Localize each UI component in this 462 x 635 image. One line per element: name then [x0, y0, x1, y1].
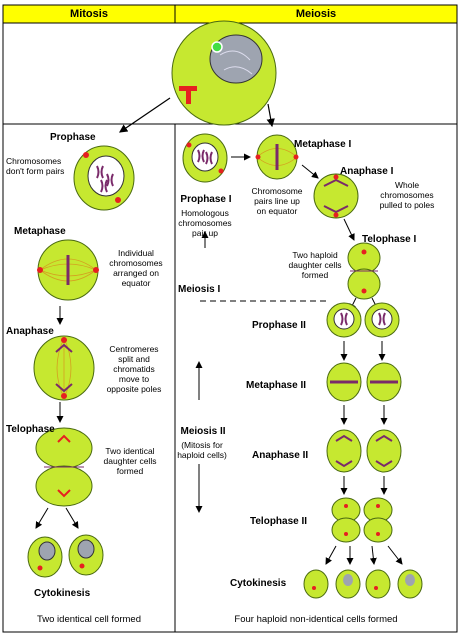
parent-cell	[171, 20, 277, 126]
mitosis-anaphase-note: Centromeres split and chromatids move to opp…	[106, 344, 162, 394]
meiosis-metaphase1-title: Metaphase I	[294, 139, 352, 150]
arrow-telo2-cyto-4	[387, 545, 403, 565]
meiosis-metaphase2-cells	[326, 362, 402, 402]
meiosis-anaphase2-cells	[326, 429, 402, 473]
meiosis-result: Four haploid non-identical cells formed	[234, 614, 398, 625]
mitosis-metaphase-note: Individual chromosomes arranged on equator	[109, 248, 163, 288]
meiosis-telophase1-title: Telophase I	[362, 234, 417, 245]
meiosis-telophase1-note: Two haploid daughter cells formed	[288, 250, 342, 280]
arrow-telo-cyto-left	[35, 507, 49, 529]
arrow-telo2-cyto-3	[369, 545, 377, 565]
meiosis-prophase1-title: Prophase I	[180, 194, 232, 205]
meiosis-prophase1-cell	[182, 133, 228, 183]
meiosis-telophase2-title: Telophase II	[250, 516, 308, 527]
mitosis-daughter-cell-2	[68, 534, 104, 576]
meiosis-telophase1-cell	[347, 242, 381, 300]
meiosis-metaphase1-cell	[255, 134, 299, 180]
mitosis-anaphase-title: Anaphase	[6, 326, 54, 337]
outer-frame	[2, 4, 458, 633]
mitosis-telophase-cell	[35, 427, 93, 507]
arrow-to-meiosis	[266, 103, 275, 128]
arrow-ana1-telo1	[343, 218, 355, 241]
mitosis-prophase-cell	[73, 145, 135, 211]
mitosis-anaphase-cell	[33, 335, 95, 401]
meiosis-phase2-note: (Mitosis for haploid cells)	[177, 440, 227, 460]
mitosis-metaphase-cell	[37, 239, 99, 301]
meiosis-phase1-label: Meiosis I	[178, 284, 221, 295]
mitosis-telophase-title: Telophase	[6, 424, 55, 435]
arrow-to-mitosis	[119, 97, 171, 133]
mitosis-telophase-note: Two identical daughter cells formed	[103, 446, 157, 476]
arrow-meta1-ana1	[301, 164, 319, 179]
meiosis-metaphase1-note: Chromosome pairs line up on equator	[251, 186, 303, 216]
meiosis-prophase2-cells	[326, 302, 400, 338]
meiosis-metaphase2-title: Metaphase II	[246, 380, 307, 391]
mitosis-cytokinesis-title: Cytokinesis	[34, 588, 91, 599]
meiosis-telophase2-cells	[331, 497, 393, 543]
meiosis-anaphase1-title: Anaphase I	[340, 166, 394, 177]
meiosis-anaphase2-title: Anaphase II	[252, 450, 309, 461]
meiosis-cytokinesis-title: Cytokinesis	[230, 578, 287, 589]
mitosis-result: Two identical cell formed	[36, 614, 142, 625]
arrow-telo-cyto-right	[65, 507, 79, 529]
header-mitosis: Mitosis	[70, 8, 108, 20]
mitosis-prophase-title: Prophase	[50, 132, 96, 143]
header-meiosis: Meiosis	[295, 8, 337, 20]
meiosis-prophase1-note: Homologous chromosomes pair up	[178, 208, 232, 238]
meiosis-daughter-cells	[303, 569, 423, 599]
meiosis-anaphase1-cell	[313, 173, 359, 219]
meiosis-prophase2-title: Prophase II	[252, 320, 306, 331]
mitosis-metaphase-title: Metaphase	[14, 226, 66, 237]
meiosis-anaphase1-note: Whole chromosomes pulled to poles	[379, 180, 435, 210]
arrow-telo2-cyto-1	[325, 545, 337, 565]
mitosis-prophase-note: Chromosomes don't form pairs	[6, 156, 65, 176]
mitosis-daughter-cell-1	[27, 536, 63, 578]
meiosis-phase2-label: Meiosis II	[180, 426, 226, 437]
